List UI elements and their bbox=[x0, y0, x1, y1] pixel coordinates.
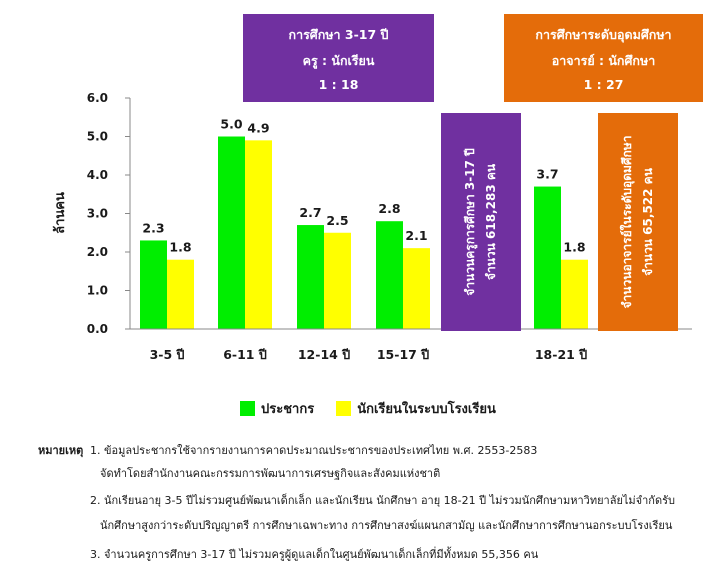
bar-students bbox=[245, 140, 272, 329]
legend-label-students: นักเรียนในระบบโรงเรียน bbox=[357, 402, 496, 417]
y-axis-label: ล้านคน bbox=[52, 192, 68, 234]
note-2-line-1: 2. นักเรียนอายุ 3-5 ปีไม่รวมศูนย์พัฒนาเด… bbox=[90, 494, 675, 507]
basic-ratio-subtitle: ครู : นักเรียน bbox=[302, 52, 375, 68]
y-tick-label: 5.0 bbox=[87, 130, 108, 144]
bar-students bbox=[167, 259, 194, 329]
y-tick-label: 0.0 bbox=[87, 322, 108, 336]
x-tick-label: 15-17 ปี bbox=[377, 347, 429, 362]
chart-legend: ประชากร นักเรียนในระบบโรงเรียน bbox=[240, 398, 518, 419]
bar-chart: 2.3 1.8 5.0 4.9 2.7 2.5 2.8 2.1 3.7 1.8 0.0 1.0 2.0… bbox=[52, 91, 692, 362]
data-label: 1.8 bbox=[563, 240, 585, 255]
bar-population bbox=[218, 136, 245, 329]
bar-population bbox=[297, 225, 324, 329]
data-label: 5.0 bbox=[220, 117, 242, 132]
higher-ratio-value: 1 : 27 bbox=[583, 76, 624, 92]
note-3: 3. จำนวนครูการศึกษา 3-17 ปี ไม่รวมครูผู้… bbox=[90, 548, 539, 561]
basic-ratio-title: การศึกษา 3-17 ปี bbox=[288, 26, 389, 42]
bar-students bbox=[403, 248, 430, 329]
x-tick-label: 6-11 ปี bbox=[223, 347, 267, 362]
y-tick-label: 3.0 bbox=[87, 207, 108, 221]
legend-label-population: ประชากร bbox=[261, 402, 315, 417]
note-2-line-2: นักศึกษาสูงกว่าระดับปริญญาตรี การศึกษาเฉ… bbox=[100, 519, 673, 532]
bar-population bbox=[534, 186, 561, 329]
basic-teacher-title: จำนวนครูการศึกษา 3-17 ปี bbox=[463, 148, 477, 296]
bar-population bbox=[376, 221, 403, 329]
y-tick-label: 6.0 bbox=[87, 91, 108, 105]
data-label: 2.8 bbox=[378, 201, 400, 216]
basic-teacher-count-box: จำนวนครูการศึกษา 3-17 ปี จำนวน 618,283 ค… bbox=[441, 113, 521, 331]
x-tick-label: 12-14 ปี bbox=[298, 347, 350, 362]
data-label: 2.5 bbox=[326, 213, 348, 228]
basic-ratio-value: 1 : 18 bbox=[318, 76, 359, 92]
legend-item-students: นักเรียนในระบบโรงเรียน bbox=[336, 398, 496, 419]
higher-teacher-title: จำนวนอาจารย์ในระดับอุดมศึกษา bbox=[620, 135, 634, 309]
legend-item-population: ประชากร bbox=[240, 398, 314, 419]
higher-ratio-subtitle: อาจารย์ : นักศึกษา bbox=[551, 52, 656, 68]
higher-teacher-count: จำนวน 65,522 คน bbox=[641, 168, 655, 276]
x-tick-label: 18-21 ปี bbox=[535, 347, 587, 362]
data-label: 1.8 bbox=[169, 240, 191, 255]
basic-education-ratio-box: การศึกษา 3-17 ปี ครู : นักเรียน 1 : 18 bbox=[243, 14, 434, 102]
x-axis-labels: 3-5 ปี 6-11 ปี 12-14 ปี 15-17 ปี 18-21 ปี bbox=[150, 347, 588, 362]
data-label: 2.7 bbox=[299, 205, 321, 220]
y-tick-label: 1.0 bbox=[87, 284, 108, 298]
basic-teacher-count: จำนวน 618,283 คน bbox=[484, 163, 498, 281]
bar-population bbox=[140, 240, 167, 329]
note-1-line-1: 1. ข้อมูลประชากรใช้จากรายงานการคาดประมาณ… bbox=[90, 444, 538, 457]
legend-swatch-students bbox=[336, 401, 352, 416]
data-label: 2.1 bbox=[405, 228, 427, 243]
bars-group: 2.3 1.8 5.0 4.9 2.7 2.5 2.8 2.1 3.7 1.8 bbox=[140, 117, 588, 329]
bar-students bbox=[324, 232, 351, 329]
note-1-line-2: จัดทำโดยสำนักงานคณะกรรมการพัฒนาการเศรษฐก… bbox=[100, 467, 441, 480]
data-label: 3.7 bbox=[536, 167, 558, 182]
higher-education-ratio-box: การศึกษาระดับอุดมศึกษา อาจารย์ : นักศึกษ… bbox=[504, 14, 703, 102]
y-tick-label: 4.0 bbox=[87, 168, 108, 182]
legend-swatch-population bbox=[240, 401, 255, 416]
higher-teacher-count-box: จำนวนอาจารย์ในระดับอุดมศึกษา จำนวน 65,52… bbox=[598, 113, 678, 331]
data-label: 4.9 bbox=[247, 120, 269, 135]
y-tick-label: 2.0 bbox=[87, 245, 108, 259]
data-label: 2.3 bbox=[142, 220, 164, 235]
y-axis: 0.0 1.0 2.0 3.0 4.0 5.0 6.0 bbox=[87, 91, 692, 336]
higher-ratio-title: การศึกษาระดับอุดมศึกษา bbox=[535, 26, 672, 42]
x-tick-label: 3-5 ปี bbox=[150, 347, 185, 362]
bar-students bbox=[561, 259, 588, 329]
notes-heading: หมายเหตุ bbox=[38, 444, 84, 457]
